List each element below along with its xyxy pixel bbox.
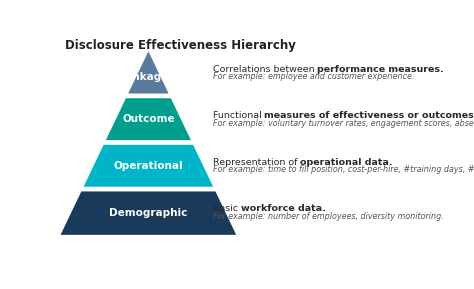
Text: For example: number of employees, diversity monitoring.: For example: number of employees, divers… xyxy=(213,212,444,221)
Polygon shape xyxy=(105,97,192,141)
Polygon shape xyxy=(82,144,214,188)
Polygon shape xyxy=(127,49,170,94)
Text: For example: employee and customer experience.: For example: employee and customer exper… xyxy=(213,72,414,81)
Text: Outcome: Outcome xyxy=(122,114,175,124)
Polygon shape xyxy=(59,191,237,236)
Text: workforce data.: workforce data. xyxy=(241,204,326,213)
Text: Basic: Basic xyxy=(213,204,241,213)
Text: Demographic: Demographic xyxy=(109,208,188,218)
Text: Correlations between: Correlations between xyxy=(213,65,317,74)
Text: For example: voluntary turnover rates, engagement scores, absenteeism.: For example: voluntary turnover rates, e… xyxy=(213,118,474,127)
Text: Disclosure Effectiveness Hierarchy: Disclosure Effectiveness Hierarchy xyxy=(65,38,296,51)
Text: performance measures.: performance measures. xyxy=(317,65,444,74)
Text: For example: time to fill position, cost-per-hire, #training days, #grievances.: For example: time to fill position, cost… xyxy=(213,165,474,174)
Text: Linkages: Linkages xyxy=(122,72,174,82)
Text: Operational: Operational xyxy=(114,161,183,171)
Text: measures of effectiveness or outcomes.: measures of effectiveness or outcomes. xyxy=(264,111,474,120)
Text: Representation of: Representation of xyxy=(213,158,300,167)
Text: operational data.: operational data. xyxy=(300,158,393,167)
Text: Functional: Functional xyxy=(213,111,264,120)
